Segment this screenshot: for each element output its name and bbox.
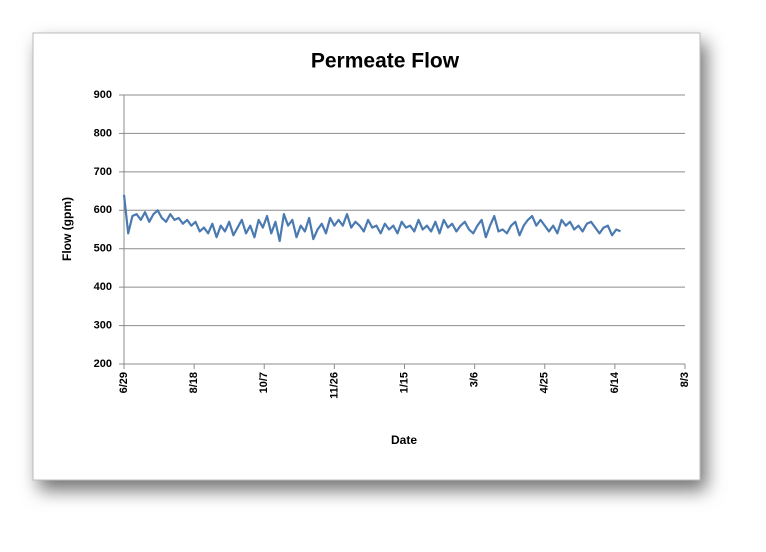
y-tick-label: 900 bbox=[94, 89, 112, 101]
x-tick-label: 8/18 bbox=[188, 372, 200, 393]
y-tick-label: 400 bbox=[94, 281, 112, 293]
x-tick-label: 1/15 bbox=[398, 372, 410, 393]
x-tick-label: 3/6 bbox=[469, 372, 481, 387]
y-tick-label: 600 bbox=[94, 204, 112, 216]
chart-title: Permeate Flow bbox=[311, 50, 460, 73]
x-tick-label: 8/3 bbox=[679, 372, 691, 387]
x-tick-label: 4/25 bbox=[539, 372, 551, 393]
line-series bbox=[122, 194, 621, 243]
chart-frame bbox=[32, 32, 701, 481]
y-tick-label: 700 bbox=[94, 166, 112, 178]
y-tick-label: 500 bbox=[94, 243, 112, 255]
x-tick-label: 6/29 bbox=[118, 372, 130, 393]
y-tick-label: 200 bbox=[94, 358, 112, 370]
x-axis-label: Date bbox=[391, 433, 417, 447]
y-tick-label: 300 bbox=[94, 319, 112, 331]
y-tick-label: 800 bbox=[94, 127, 112, 139]
x-tick-label: 6/14 bbox=[609, 371, 621, 393]
x-tick-label: 11/26 bbox=[328, 372, 340, 399]
y-axis-label: Flow (gpm) bbox=[60, 197, 74, 261]
x-tick-label: 10/7 bbox=[258, 372, 270, 393]
